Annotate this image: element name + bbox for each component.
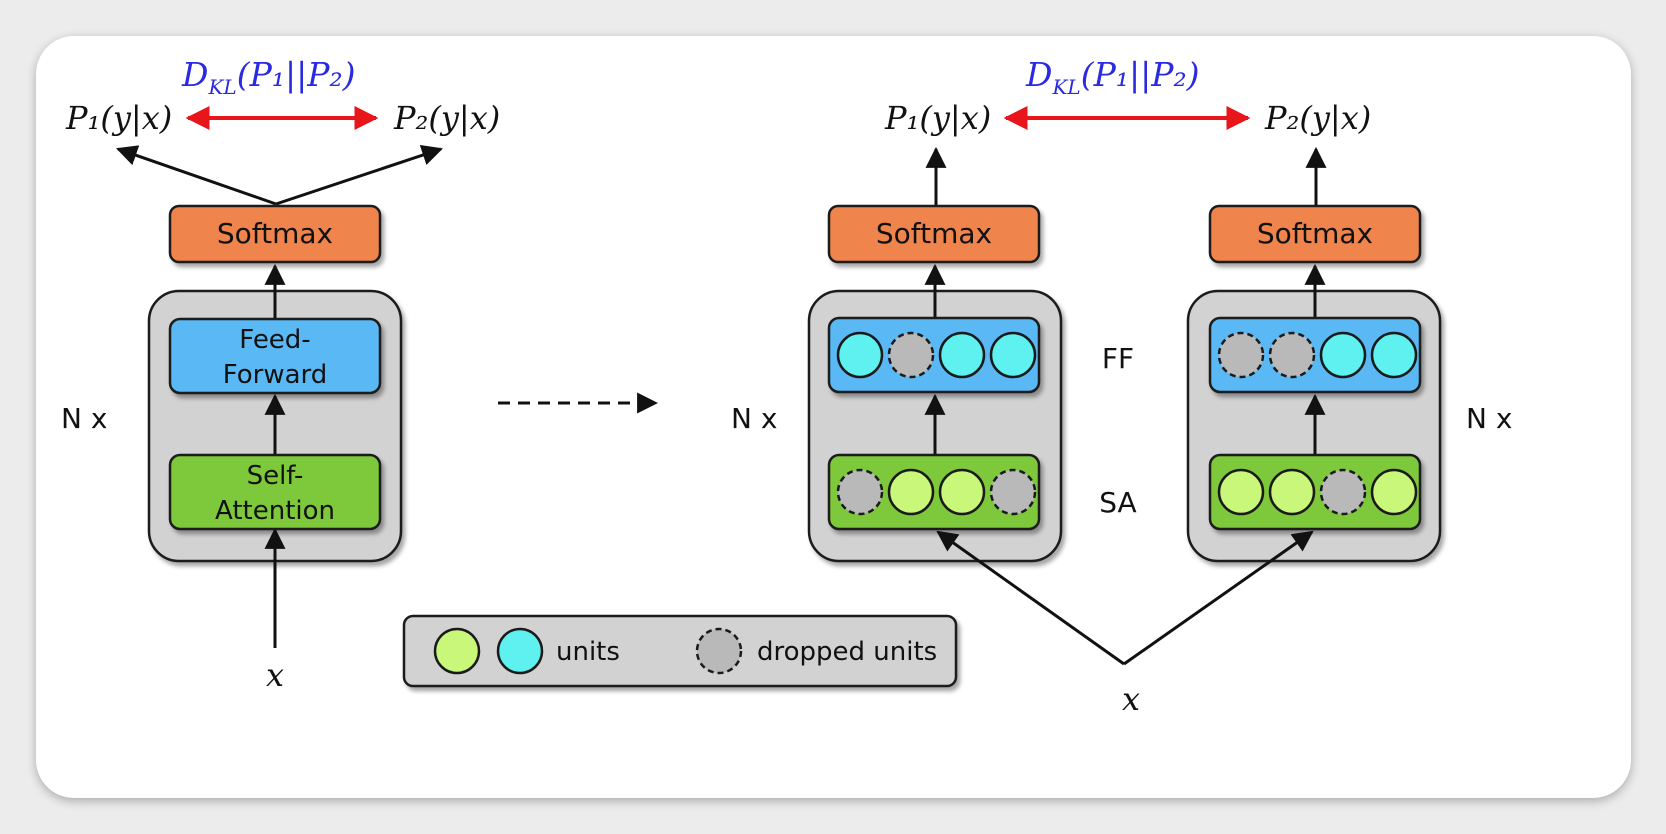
x-to-sa-arrow-right-b [1123,530,1314,666]
softmax-to-p2-arrow-left [275,145,443,206]
dropped-unit [989,468,1037,516]
diagram-card: DKL(P₁||P₂) P₁(y|x) P₂(y|x) Softmax Feed… [36,36,1631,798]
sa-units-right-b [1217,468,1418,516]
sa-unit [1217,468,1265,516]
kl-divergence-label-left: DKL(P₁||P₂) [181,55,356,99]
layers-count-label-left: N x [61,402,107,435]
self-attention-label-line2: Attention [215,496,335,526]
feed-forward-label-line2: Forward [223,360,328,390]
ff-unit [836,331,884,379]
sa-unit [1370,468,1418,516]
sa-unit [938,468,986,516]
input-x-label-right: x [1122,680,1140,718]
p1-label-right: P₁(y|x) [884,99,991,137]
left-model: DKL(P₁||P₂) P₁(y|x) P₂(y|x) Softmax Feed… [61,55,500,694]
sa-unit [1268,468,1316,516]
dropped-unit [1319,468,1367,516]
softmax-label-left: Softmax [217,217,333,250]
layers-count-label-right-a: N x [731,402,777,435]
legend-ff-unit-icon [496,627,544,675]
ff-unit [1319,331,1367,379]
self-attention-box-left [168,453,382,531]
legend-sa-unit-icon [433,627,481,675]
p2-label-right: P₂(y|x) [1264,99,1371,137]
kl-divergence-label-right: DKL(P₁||P₂) [1025,55,1200,99]
ff-units-right-a [836,331,1037,379]
dropped-unit [1268,331,1316,379]
right-model: DKL(P₁||P₂) P₁(y|x) P₂(y|x) Softmax Soft… [731,55,1512,718]
ff-unit [989,331,1037,379]
layers-count-label-right-b: N x [1466,402,1512,435]
softmax-to-p1-arrow-left [116,145,277,206]
legend-dropped-unit-icon [695,627,743,675]
sa-units-right-a [836,468,1037,516]
legend-units-label: units [556,637,620,667]
sa-label: SA [1099,486,1136,519]
ff-units-right-b [1217,331,1418,379]
softmax-box-left [168,204,382,264]
sa-unit [887,468,935,516]
ff-unit [938,331,986,379]
dropped-unit [887,331,935,379]
x-to-sa-arrow-right-a [936,530,1125,666]
legend-box [402,614,958,688]
ff-unit [1370,331,1418,379]
input-x-label-left: x [266,656,284,694]
self-attention-label-line1: Self- [247,461,304,491]
p1-label-left: P₁(y|x) [65,99,172,137]
dropped-unit [1217,331,1265,379]
dropped-unit [836,468,884,516]
softmax-box-right-b [1208,204,1422,264]
p2-label-left: P₂(y|x) [393,99,500,137]
legend: units dropped units [402,614,958,688]
r-drop-diagram: DKL(P₁||P₂) P₁(y|x) P₂(y|x) Softmax Feed… [61,55,1512,718]
feed-forward-box-left [168,317,382,395]
ff-label: FF [1102,342,1134,375]
softmax-box-right-a [827,204,1041,264]
softmax-label-right-b: Softmax [1257,217,1373,250]
legend-dropped-units-label: dropped units [757,637,937,667]
feed-forward-label-line1: Feed- [239,325,310,355]
softmax-label-right-a: Softmax [876,217,992,250]
